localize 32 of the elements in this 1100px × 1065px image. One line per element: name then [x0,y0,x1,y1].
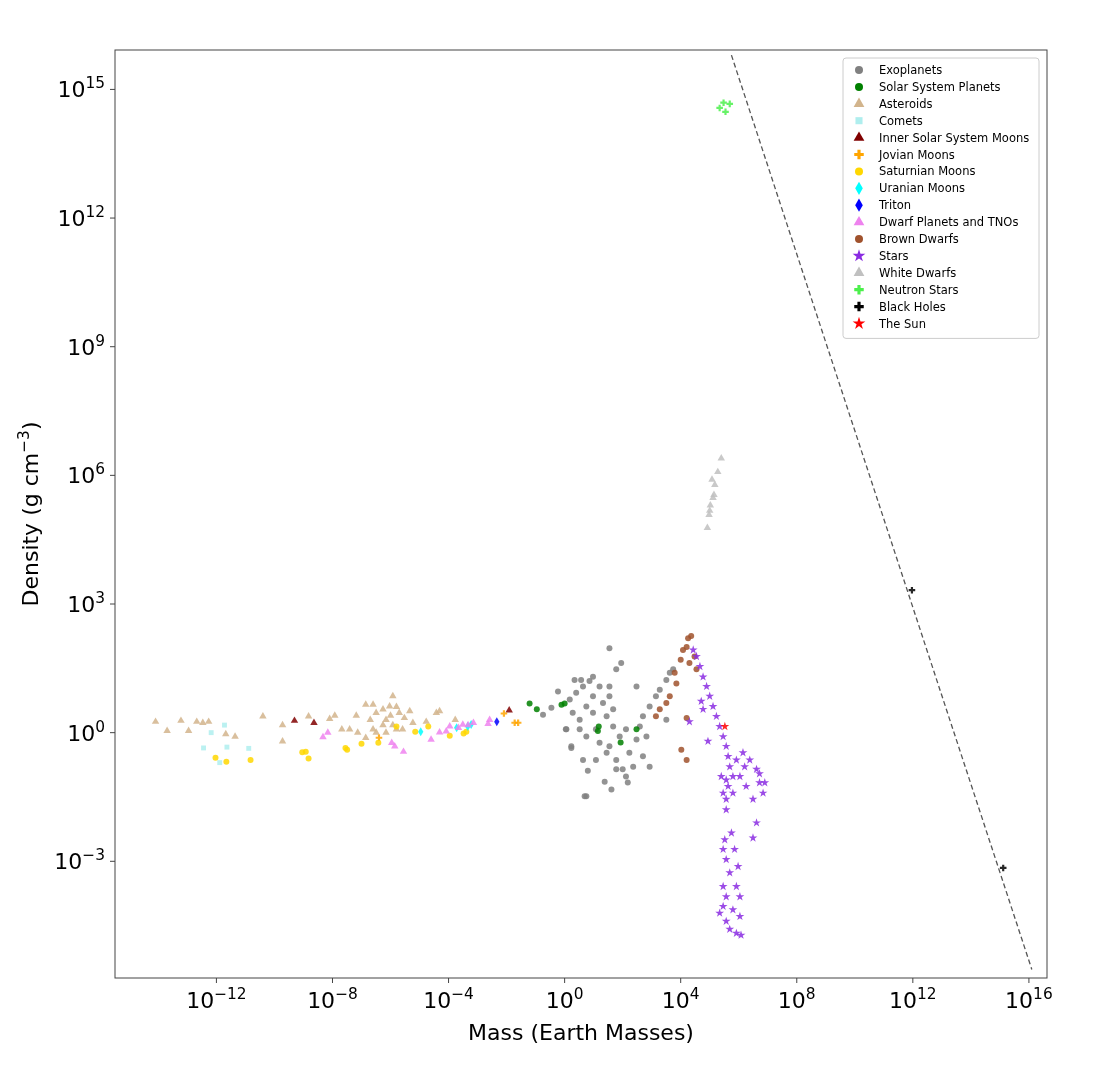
legend-label: Inner Solar System Moons [879,130,1030,145]
x-tick-label: 10$^{−12}$ [186,985,247,1013]
legend-label: Exoplanets [879,63,943,77]
legend-label: Saturnian Moons [879,164,976,179]
y-tick-label: 10$^{15}$ [57,74,105,103]
legend-label: Triton [878,198,912,213]
legend-label: Uranian Moons [879,181,965,196]
y-tick-label: 10$^{3}$ [67,589,105,618]
legend-label: Dwarf Planets and TNOs [879,215,1019,230]
legend-label: Solar System Planets [879,79,1001,94]
x-tick-label: 10$^{4}$ [661,985,700,1013]
legend-label: Jovian Moons [878,147,955,162]
legend-label: Stars [879,248,909,263]
y-tick-label: 10$^{9}$ [67,331,105,360]
y-tick-label: 10$^{6}$ [67,460,105,489]
x-tick-label: 10$^{0}$ [545,985,584,1013]
y-tick-label: 10$^{12}$ [57,203,105,232]
y-tick-label: 10$^{0}$ [67,717,105,746]
legend-label: Asteroids [879,96,933,111]
legend-label: Brown Dwarfs [879,232,959,246]
x-tick-label: 10$^{−8}$ [307,985,358,1013]
x-tick-label: 10$^{12}$ [889,985,937,1013]
legend-label: Black Holes [879,299,946,314]
x-axis-title: Mass (Earth Masses) [468,1020,694,1045]
legend-label: The Sun [878,316,926,331]
legend-label: Neutron Stars [879,282,959,297]
legend-label: White Dwarfs [879,265,957,280]
legend-label: Comets [879,113,923,128]
x-tick-label: 10$^{16}$ [1005,985,1053,1013]
x-tick-label: 10$^{8}$ [777,985,816,1013]
x-tick-label: 10$^{−4}$ [423,985,474,1013]
y-tick-label: 10$^{−3}$ [54,846,105,875]
